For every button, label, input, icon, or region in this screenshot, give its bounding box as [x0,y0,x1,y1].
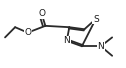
Text: O: O [24,28,31,37]
Text: N: N [97,42,104,51]
Text: N: N [63,36,70,45]
Text: S: S [93,15,99,24]
Text: O: O [38,9,45,18]
